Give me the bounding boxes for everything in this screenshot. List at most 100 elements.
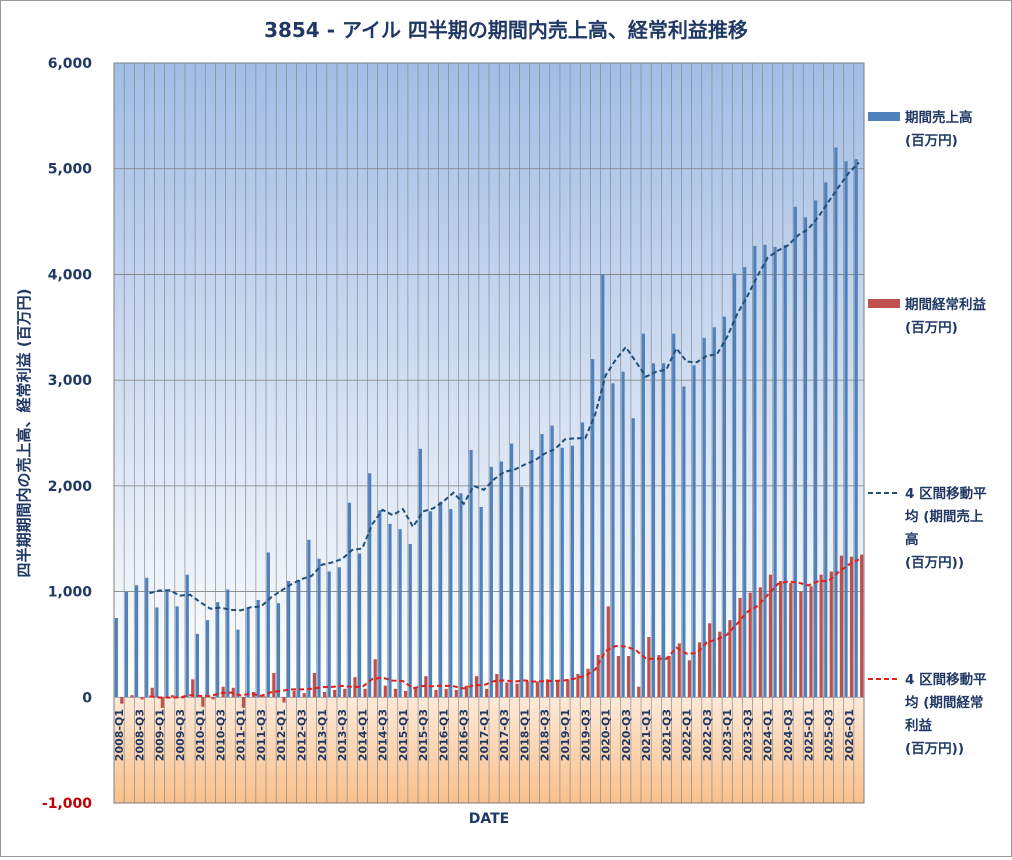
y-tick-label: 2,000 xyxy=(48,479,93,495)
sales-bar xyxy=(580,422,585,698)
profit-bar xyxy=(302,693,306,698)
sales-bar xyxy=(530,449,534,698)
x-tick-label: 2008-Q1 xyxy=(113,709,126,761)
profit-bar xyxy=(586,668,590,698)
profit-bar xyxy=(373,659,377,698)
legend-label: 4 区間移動平 xyxy=(905,485,987,502)
x-tick-label: 2016-Q3 xyxy=(458,709,471,761)
sales-bar xyxy=(114,618,118,698)
profit-bar xyxy=(708,623,712,698)
sales-bar xyxy=(662,363,666,698)
profit-bar xyxy=(272,672,276,698)
sales-bar xyxy=(824,182,828,698)
y-tick-label: 5,000 xyxy=(48,162,93,178)
profit-bar xyxy=(404,690,408,698)
sales-bar xyxy=(134,585,139,698)
x-tick-label: 2014-Q1 xyxy=(356,709,369,761)
profit-bar xyxy=(860,554,864,698)
profit-bar xyxy=(535,681,539,698)
sales-bar xyxy=(216,602,220,698)
x-tick-label: 2015-Q1 xyxy=(397,709,410,761)
sales-bar xyxy=(287,581,291,698)
profit-bar xyxy=(181,697,185,699)
y-tick-label: 3,000 xyxy=(48,373,93,389)
x-tick-label: 2010-Q1 xyxy=(194,709,207,761)
profit-bar xyxy=(464,685,469,698)
sales-bar xyxy=(428,511,433,698)
sales-bar xyxy=(145,577,149,698)
sales-bar xyxy=(327,571,331,698)
profit-bar xyxy=(495,674,499,698)
sales-bar xyxy=(479,507,483,698)
profit-bar xyxy=(596,655,600,698)
sales-bar xyxy=(469,449,473,698)
profit-bar xyxy=(616,656,621,698)
profit-bar xyxy=(333,689,337,698)
profit-bar xyxy=(322,692,327,698)
sales-bar xyxy=(560,447,564,698)
x-tick-label: 2025-Q3 xyxy=(823,709,836,761)
sales-bar xyxy=(368,473,372,698)
y-tick-label: 0 xyxy=(82,690,92,706)
profit-bar xyxy=(160,697,164,708)
y-axis-ticks: -1,000 0 1,000 2,000 3,000 4,000 5,000 6,000 xyxy=(42,56,92,812)
legend-label: 利益 xyxy=(905,717,933,734)
sales-bar xyxy=(185,574,189,698)
profit-bar xyxy=(637,686,641,698)
profit-bar xyxy=(657,655,661,698)
sales-bar xyxy=(398,529,402,698)
profit-bar xyxy=(768,574,773,698)
x-tick-label: 2008-Q3 xyxy=(133,709,146,761)
sales-bar xyxy=(175,606,179,698)
profit-bar xyxy=(799,591,803,698)
legend-marker xyxy=(868,299,900,308)
profit-bar xyxy=(667,656,671,698)
sales-bar xyxy=(155,607,159,698)
profit-bar xyxy=(738,597,742,698)
x-tick-label: 2015-Q3 xyxy=(417,709,430,761)
profit-bar xyxy=(626,656,631,698)
profit-bar xyxy=(748,592,752,698)
sales-bar xyxy=(601,274,605,698)
profit-bar xyxy=(545,679,550,698)
sales-bar xyxy=(550,425,554,698)
profit-bar xyxy=(809,586,813,698)
x-tick-label: 2016-Q1 xyxy=(437,709,450,761)
x-tick-label: 2024-Q3 xyxy=(782,709,795,761)
sales-bar xyxy=(722,316,727,698)
x-tick-label: 2021-Q3 xyxy=(660,709,673,761)
profit-bar xyxy=(576,674,580,698)
x-tick-label: 2013-Q1 xyxy=(316,709,329,761)
profit-bar xyxy=(343,688,347,698)
x-tick-label: 2022-Q1 xyxy=(681,709,694,761)
sales-bar xyxy=(195,633,199,698)
x-tick-label: 2014-Q3 xyxy=(377,709,390,761)
sales-bar xyxy=(732,273,737,698)
legend-label: 期間経常利益 xyxy=(905,296,986,313)
sales-bar xyxy=(246,607,250,698)
sales-bar xyxy=(570,445,574,698)
sales-bar xyxy=(489,466,493,698)
plot-border xyxy=(113,62,865,804)
sales-bar xyxy=(834,147,838,698)
sales-bar xyxy=(753,245,757,698)
sales-bar xyxy=(266,552,270,698)
legend-marker xyxy=(868,112,900,121)
sales-bar xyxy=(783,244,787,698)
sales-bar xyxy=(682,386,686,698)
sales-bar xyxy=(226,589,230,698)
x-tick-label: 2023-Q3 xyxy=(741,709,754,761)
x-tick-label: 2013-Q3 xyxy=(336,709,349,761)
sales-bar xyxy=(591,359,595,698)
profit-bar xyxy=(474,676,479,698)
sales-bar xyxy=(763,244,767,698)
y-tick-label: 6,000 xyxy=(48,56,93,72)
sales-bar xyxy=(347,502,352,698)
sales-bar xyxy=(165,590,169,698)
x-tick-label: 2009-Q3 xyxy=(174,709,187,761)
profit-bar xyxy=(444,688,448,698)
sales-bar xyxy=(205,620,210,698)
profit-bar xyxy=(150,687,154,698)
